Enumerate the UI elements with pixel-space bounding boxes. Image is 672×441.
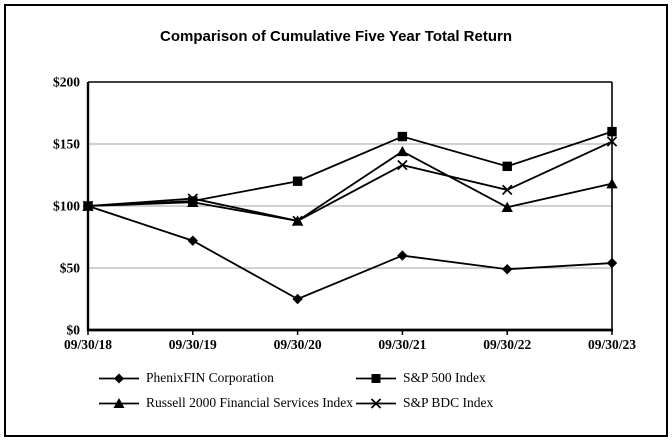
triangle-marker-icon — [99, 397, 139, 408]
y-axis-label: $150 — [53, 137, 80, 152]
legend-label: PhenixFIN Corporation — [146, 370, 274, 385]
x-marker-icon — [187, 193, 199, 204]
legend-label: S&P BDC Index — [403, 395, 494, 410]
x-axis-label: 09/30/19 — [169, 337, 217, 352]
x-axis-label: 09/30/18 — [64, 337, 112, 352]
legend-item-phenixfin: PhenixFIN Corporation — [98, 370, 355, 386]
series-russell-2000-financial-services-index — [82, 145, 618, 226]
triangle-marker-icon — [187, 196, 199, 207]
series-line — [87, 140, 613, 222]
series-line — [87, 205, 613, 300]
y-axis-label: $50 — [60, 261, 81, 276]
legend-item-russell2000fs: Russell 2000 Financial Services Index — [98, 395, 355, 411]
chart-legend: PhenixFIN Corporation S&P 500 Index Russ… — [98, 370, 626, 411]
x-marker-icon — [397, 159, 408, 171]
legend-label: Russell 2000 Financial Services Index — [146, 395, 353, 410]
x-marker-icon — [292, 215, 303, 227]
series-line — [87, 130, 613, 207]
square-marker-icon — [502, 161, 512, 172]
triangle-marker-icon — [501, 201, 513, 212]
series-s-p-bdc-index — [82, 136, 618, 227]
triangle-marker-icon — [396, 145, 409, 157]
x-marker-icon — [606, 136, 618, 147]
chart-title: Comparison of Cumulative Five Year Total… — [159, 28, 513, 45]
x-marker-icon — [501, 184, 513, 196]
y-axis-label: $200 — [53, 75, 80, 90]
square-marker-icon — [356, 373, 396, 383]
series-s-p-500-index — [83, 126, 617, 211]
diamond-marker-icon — [502, 264, 513, 275]
y-axis-label: $0 — [67, 323, 81, 338]
square-marker-icon — [292, 176, 303, 186]
diamond-marker-icon — [99, 373, 139, 383]
square-marker-icon — [397, 131, 408, 142]
diamond-marker-icon — [397, 250, 408, 261]
x-axis-label: 09/30/20 — [274, 337, 322, 352]
legend-item-sp500: S&P 500 Index — [355, 370, 626, 386]
x-axis-label: 09/30/23 — [588, 337, 636, 352]
x-marker-icon — [356, 397, 396, 409]
triangle-marker-icon — [606, 178, 618, 189]
series-line — [87, 150, 613, 222]
diamond-marker-icon — [292, 293, 303, 305]
square-marker-icon — [607, 126, 617, 137]
x-axis-label: 09/30/21 — [378, 337, 426, 352]
legend-label: S&P 500 Index — [403, 370, 486, 385]
diamond-marker-icon — [606, 257, 618, 269]
x-marker-icon — [82, 200, 94, 212]
legend-item-spbdc: S&P BDC Index — [355, 395, 626, 411]
x-axis-label: 09/30/22 — [483, 337, 531, 352]
y-axis-label: $100 — [53, 199, 80, 214]
diamond-marker-icon — [187, 235, 198, 246]
series-phenixfin-corporation — [82, 200, 618, 305]
outer-border — [4, 4, 668, 437]
